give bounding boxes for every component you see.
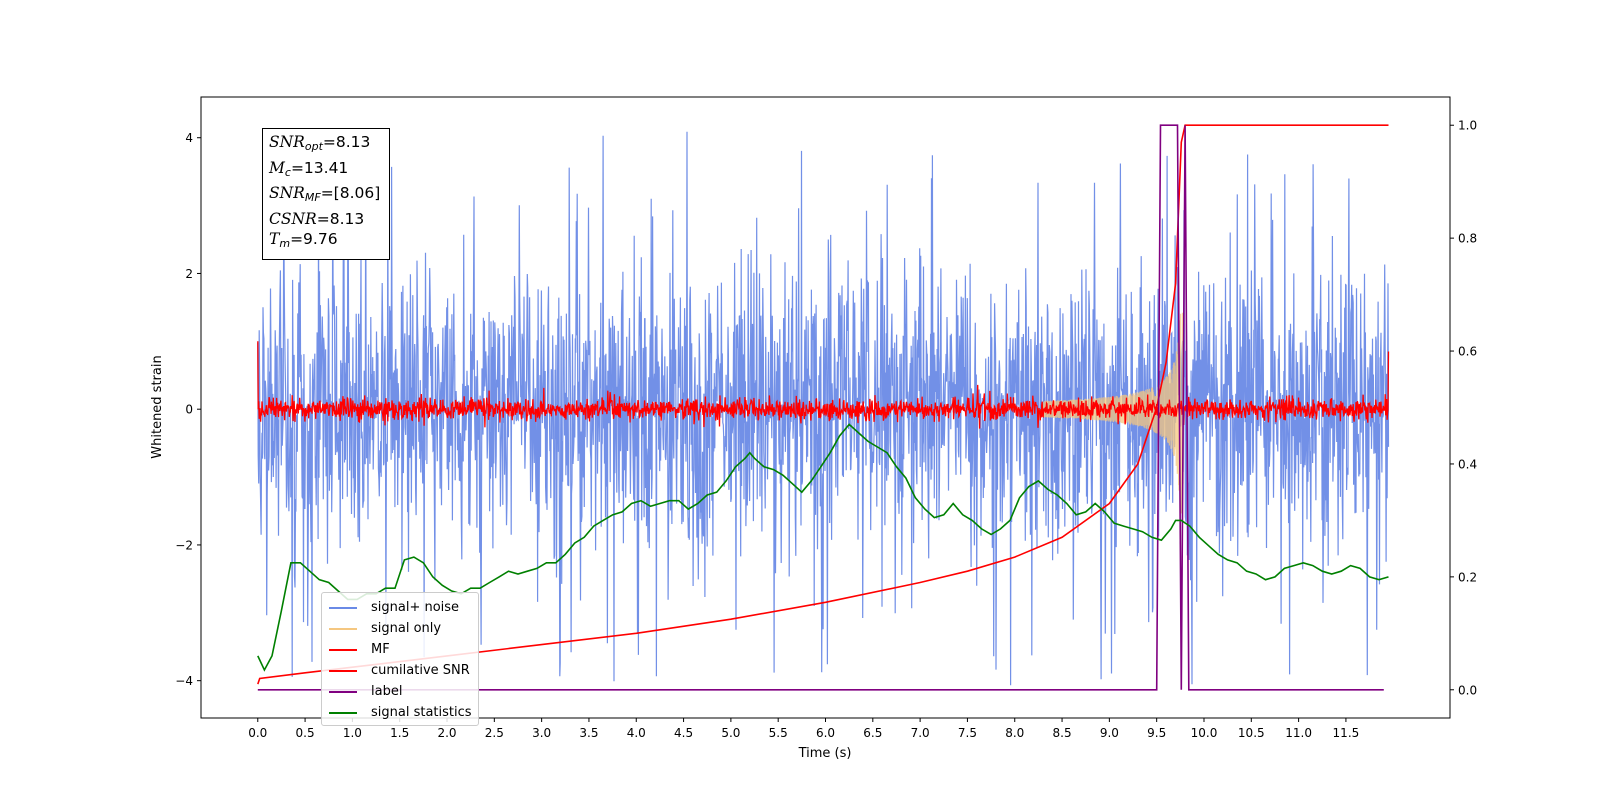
x-axis-label: Time (s) <box>798 746 852 761</box>
legend-swatch <box>329 711 357 714</box>
y-tick-label: 2 <box>185 267 193 281</box>
x-tick-label: 10.0 <box>1191 726 1218 740</box>
legend-label: label <box>371 684 403 699</box>
x-tick-label: 10.5 <box>1238 726 1265 740</box>
legend-item: signal+ noise <box>329 597 473 618</box>
axes-layer: 0.0 0.5 1.0 1.5 2.0 2.5 3.0 3.5 4.0 4.5 5.0 5.5 6.0 6… <box>175 119 1477 740</box>
x-tick-label: 6.0 <box>816 726 835 740</box>
x-tick-label: 3.0 <box>532 726 551 740</box>
x-tick-label: 9.5 <box>1147 726 1166 740</box>
legend-swatch <box>329 690 357 693</box>
series-mf <box>257 341 1390 429</box>
y2-tick-label: 0.2 <box>1458 570 1477 584</box>
y2-tick-label: 0.6 <box>1458 345 1477 359</box>
legend-swatch <box>329 606 357 609</box>
x-tick-label: 5.5 <box>769 726 788 740</box>
legend-swatch <box>329 648 357 651</box>
y2-tick-label: 1.0 <box>1458 119 1477 133</box>
legend-item: MF <box>329 639 473 660</box>
x-tick-label: 6.5 <box>863 726 882 740</box>
legend-label: MF <box>371 642 390 657</box>
y-tick-label: 0 <box>185 403 193 417</box>
annotation-line: Tm=9.76 <box>269 230 338 250</box>
x-tick-label: 11.5 <box>1333 726 1360 740</box>
x-tick-label: 7.5 <box>958 726 977 740</box>
y-tick-label: −2 <box>175 538 193 552</box>
legend-item: cumilative SNR <box>329 660 473 681</box>
legend-label: cumilative SNR <box>371 663 470 678</box>
legend-item: signal statistics <box>329 702 473 723</box>
x-tick-label: 8.5 <box>1053 726 1072 740</box>
x-tick-label: 2.5 <box>485 726 504 740</box>
legend-label: signal+ noise <box>371 600 460 615</box>
legend-swatch <box>329 627 357 630</box>
legend-swatch <box>329 669 357 672</box>
y2-tick-label: 0.0 <box>1458 683 1477 697</box>
series-signal-statistics <box>257 423 1389 672</box>
x-tick-label: 4.5 <box>674 726 693 740</box>
annotation-line: Mc=13.41 <box>269 158 349 179</box>
x-tick-label: 1.5 <box>390 726 409 740</box>
x-tick-label: 1.0 <box>343 726 362 740</box>
y-tick-label: 4 <box>185 131 193 145</box>
y-axis-label: Whitened strain <box>150 355 165 458</box>
x-tick-label: 11.0 <box>1285 726 1312 740</box>
x-tick-label: 2.0 <box>437 726 456 740</box>
x-tick-label: 0.0 <box>248 726 267 740</box>
y-tick-label: −4 <box>175 674 193 688</box>
y2-tick-label: 0.8 <box>1458 232 1477 246</box>
series-label <box>257 124 1384 691</box>
legend-item: label <box>329 681 473 702</box>
x-tick-label: 9.0 <box>1100 726 1119 740</box>
legend-label: signal statistics <box>371 705 472 720</box>
stats-annotation-box: SNRopt=8.13 Mc=13.41 SNRMF=[8.06] CSNR=8.13… <box>262 128 390 260</box>
legend: signal+ noise signal only MF cumilative SNR… <box>321 592 479 726</box>
x-tick-label: 3.5 <box>579 726 598 740</box>
annotation-line: SNRopt=8.13 <box>269 133 371 153</box>
x-tick-label: 7.0 <box>911 726 930 740</box>
legend-item: signal only <box>329 618 473 639</box>
y2-tick-label: 0.4 <box>1458 457 1477 471</box>
annotation-line: CSNR=8.13 <box>269 209 365 228</box>
x-tick-label: 8.0 <box>1005 726 1024 740</box>
legend-label: signal only <box>371 621 442 636</box>
annotation-line: SNRMF=[8.06] <box>269 184 381 204</box>
x-tick-label: 5.0 <box>721 726 740 740</box>
x-tick-label: 0.5 <box>296 726 315 740</box>
x-tick-label: 4.0 <box>627 726 646 740</box>
